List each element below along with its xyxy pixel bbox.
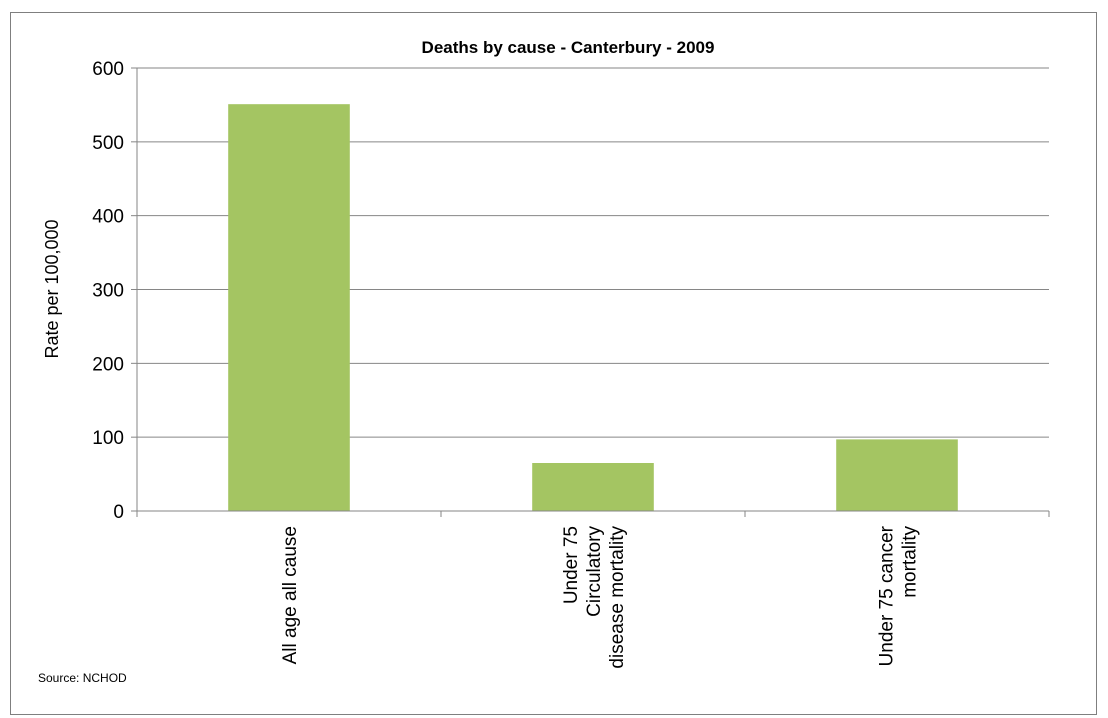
y-tick-labels: 0 100 200 300 400 500 600 [92, 59, 124, 523]
x-category-labels: All age all cause Under 75 Circulatory dise… [280, 525, 921, 668]
bar [228, 104, 350, 511]
y-tick-label: 500 [92, 133, 124, 154]
y-tick-label: 600 [92, 59, 124, 80]
x-category-label-line: Under 75 cancer [877, 525, 898, 666]
y-tick-label: 300 [92, 281, 124, 302]
bars [228, 104, 958, 511]
chart-title: Deaths by cause - Canterbury - 2009 [422, 38, 715, 57]
y-tick-label: 200 [92, 354, 124, 375]
y-tick-label: 400 [92, 207, 124, 228]
axes [131, 67, 1050, 517]
y-tick-label: 100 [92, 428, 124, 449]
y-tick-label: 0 [113, 502, 124, 523]
x-category-label: All age all cause [280, 526, 301, 664]
y-axis-label: Rate per 100,000 [42, 219, 62, 358]
x-category-label: Under 75 cancer mortality [877, 525, 921, 666]
source-note: Source: NCHOD [38, 671, 127, 685]
bar [532, 463, 654, 511]
bar [836, 439, 958, 511]
x-category-label-line: mortality [900, 526, 921, 598]
x-category-label: Under 75 Circulatory disease mortality [561, 526, 628, 669]
x-category-label-line: Under 75 [561, 526, 582, 604]
x-category-label-line: All age all cause [280, 526, 301, 664]
x-category-label-line: disease mortality [607, 526, 628, 669]
x-category-label-line: Circulatory [584, 526, 605, 617]
